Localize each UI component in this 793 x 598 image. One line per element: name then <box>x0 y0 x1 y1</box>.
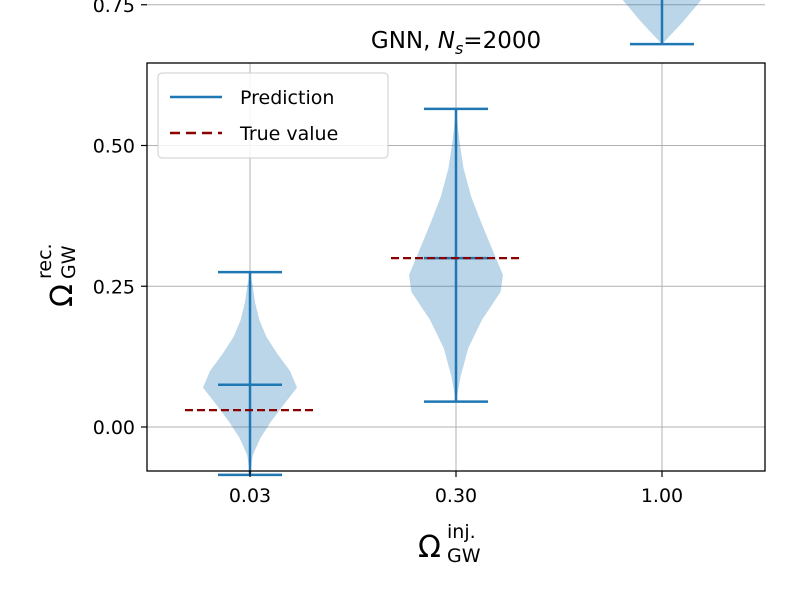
svg-text:inj.: inj. <box>447 521 476 543</box>
svg-text:GW: GW <box>447 545 481 567</box>
y-tick-label: 0.50 <box>93 136 135 158</box>
y-tick-label: 0.25 <box>93 276 135 298</box>
legend-prediction-label: Prediction <box>240 87 334 109</box>
svg-text:Ω: Ω <box>418 530 441 565</box>
y-tick-label: 0.00 <box>93 417 135 439</box>
x-tick-label: 0.30 <box>435 485 477 507</box>
chart-title: GNN, Ns=2000 <box>371 28 541 58</box>
true-value-lines <box>185 257 521 412</box>
x-tick-label: 0.03 <box>229 485 271 507</box>
y-tick-label: 0.75 <box>93 0 135 17</box>
x-tick-label: 1.00 <box>641 485 683 507</box>
violins <box>203 0 702 477</box>
svg-text:GW: GW <box>58 245 80 279</box>
legend-box <box>157 72 389 159</box>
y-axis-label: Ω rec. GW <box>34 243 80 307</box>
x-axis-label: Ω inj. GW <box>418 521 481 567</box>
axis-ticks: 0.000.250.500.751.001.250.030.301.00 <box>93 0 683 507</box>
svg-text:Ω: Ω <box>45 284 80 307</box>
legend-true-value-label: True value <box>239 123 338 145</box>
legend: Prediction True value <box>157 72 389 159</box>
svg-text:rec.: rec. <box>34 243 56 279</box>
